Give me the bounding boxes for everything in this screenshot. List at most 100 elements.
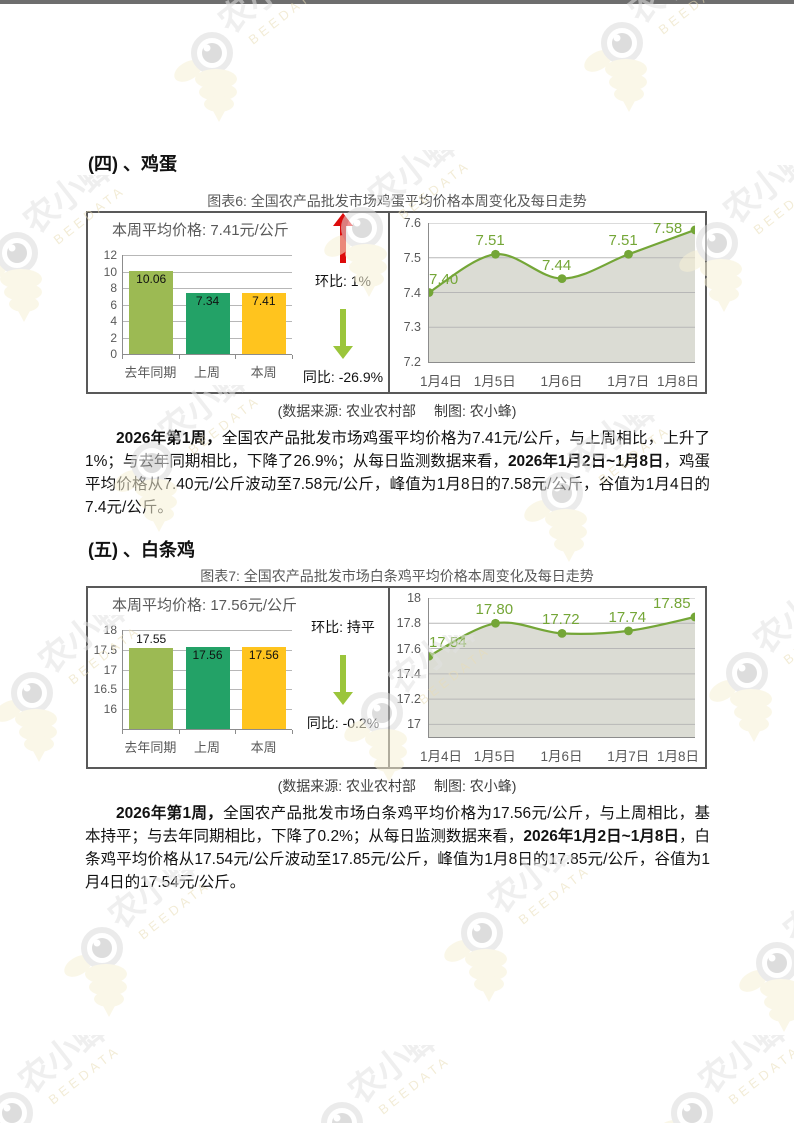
y-tick-label: 18 bbox=[103, 623, 117, 637]
bar: 7.41 bbox=[241, 292, 286, 354]
axis-tick bbox=[178, 355, 180, 359]
bar-plot-area: 10.06 7.34 7.41 bbox=[122, 255, 292, 355]
bar-chart-title: 本周平均价格: 7.41元/公斤 bbox=[112, 222, 289, 239]
bar: 10.06 bbox=[129, 271, 174, 354]
axis-tick bbox=[292, 355, 293, 359]
line-plot-wrap: 18 17.8 17.6 17.4 17.2 17 17.54 17.80 17.72 17.7… bbox=[394, 591, 695, 738]
bar-plot-wrap: 12 10 8 6 4 2 0 10.06 7.34 7.41 bbox=[96, 248, 300, 361]
bar-value-label: 17.56 bbox=[248, 648, 279, 663]
y-tick-label: 16 bbox=[103, 702, 117, 717]
gridline bbox=[123, 255, 292, 256]
chicken-line-chart: 18 17.8 17.6 17.4 17.2 17 17.54 17.80 17.72 17.7… bbox=[390, 588, 705, 767]
bar-x-axis: 去年同期 上周 本周 bbox=[122, 355, 293, 380]
bold-text-segment: 2026年1月2日~1月8日 bbox=[523, 828, 679, 845]
y-tick-label: 17.5 bbox=[93, 642, 117, 657]
bar-plot-area: 17.55 17.56 17.56 bbox=[122, 630, 292, 730]
arrow-head bbox=[332, 212, 353, 226]
line-plot-area: 7.40 7.51 7.44 7.51 7.58 bbox=[428, 220, 695, 363]
category-label: 本周 bbox=[250, 365, 277, 380]
y-tick-label: 18 bbox=[407, 591, 421, 605]
bar-value-label: 10.06 bbox=[136, 272, 167, 287]
indicator: 环比: 持平 bbox=[311, 617, 375, 637]
point-value-label: 7.51 bbox=[608, 232, 638, 250]
axis-tick bbox=[178, 730, 180, 734]
point-value-label: 17.85 bbox=[653, 595, 691, 612]
axis-tick bbox=[292, 730, 293, 734]
bold-text-segment: 2026年第1周， bbox=[116, 805, 224, 822]
y-tick-label: 0 bbox=[110, 347, 117, 361]
egg-analysis-paragraph: 2026年第1周，全国农产品批发市场鸡蛋平均价格为7.41元/公斤，与上周相比，… bbox=[85, 427, 710, 519]
indicator-text: 环比: 持平 bbox=[311, 618, 375, 635]
bar-x-axis: 去年同期 上周 本周 bbox=[122, 730, 293, 755]
point-value-label: 7.58 bbox=[653, 220, 683, 237]
y-tick-label: 17.8 bbox=[396, 616, 421, 631]
x-tick-label: 1月8日 bbox=[656, 749, 699, 764]
x-tick-label: 1月6日 bbox=[540, 749, 583, 764]
watermark-bee-logo bbox=[560, 0, 770, 135]
y-tick-label: 7.5 bbox=[403, 250, 421, 265]
bar-value-label: 7.41 bbox=[252, 293, 276, 308]
y-tick-label: 16.5 bbox=[93, 682, 117, 697]
y-tick-label: 17.2 bbox=[396, 692, 421, 707]
indicator: 环比: 1% bbox=[314, 212, 371, 291]
axis-tick bbox=[235, 730, 237, 734]
y-tick-label: 17 bbox=[407, 717, 421, 732]
down-arrow-icon bbox=[307, 654, 379, 705]
watermark-bee-logo bbox=[630, 1035, 794, 1123]
x-tick-label: 1月4日 bbox=[420, 749, 463, 764]
y-tick-label: 4 bbox=[110, 314, 117, 328]
bar-chart-title: 本周平均价格: 17.56元/公斤 bbox=[112, 597, 298, 614]
section-heading-eggs: (四) 、鸡蛋 bbox=[88, 154, 177, 174]
line-x-axis: 1月4日 1月5日 1月6日 1月7日 1月8日 bbox=[420, 363, 699, 389]
watermark-bee-logo bbox=[150, 0, 360, 145]
y-tick-label: 8 bbox=[110, 281, 117, 295]
section-heading-chicken: (五) 、白条鸡 bbox=[88, 540, 195, 560]
bar: 17.56 bbox=[185, 647, 230, 729]
watermark-bee-logo bbox=[280, 1045, 490, 1123]
figure-7-caption: (数据来源: 农业农村部 制图: 农小蜂) bbox=[277, 778, 517, 794]
x-tick-label: 1月5日 bbox=[473, 374, 516, 389]
bar-value-label: 17.56 bbox=[192, 648, 223, 663]
arrow-stem bbox=[339, 308, 346, 346]
up-arrow-icon bbox=[315, 212, 371, 263]
chicken-bar-chart: 本周平均价格: 17.56元/公斤 18 17.5 17 16.5 16 17.55 17… bbox=[88, 588, 300, 767]
point-value-label: 17.54 bbox=[429, 634, 467, 652]
figure-7-title: 图表7: 全国农产品批发市场白条鸡平均价格本周变化及每日走势 bbox=[200, 568, 594, 584]
line-plot-area: 17.54 17.80 17.72 17.74 17.85 bbox=[428, 595, 695, 738]
line-x-axis: 1月4日 1月5日 1月6日 1月7日 1月8日 bbox=[420, 738, 699, 764]
y-tick-label: 6 bbox=[110, 297, 117, 312]
watermark-bee-logo bbox=[40, 870, 250, 1040]
category-label: 本周 bbox=[250, 740, 277, 755]
axis-tick bbox=[122, 730, 123, 734]
figure-6-caption: (数据来源: 农业农村部 制图: 农小蜂) bbox=[277, 403, 517, 419]
egg-weekly-cell: 本周平均价格: 7.41元/公斤 12 10 8 6 4 2 0 10.06 7.34 7.41… bbox=[88, 212, 390, 392]
bold-text-segment: 2026年第1周， bbox=[116, 430, 222, 447]
bar-value-label: 17.55 bbox=[136, 631, 167, 646]
axis-tick bbox=[122, 355, 123, 359]
line-y-axis: 7.6 7.5 7.4 7.3 7.2 bbox=[394, 216, 428, 369]
indicator-text: 环比: 1% bbox=[314, 272, 371, 289]
point-value-label: 7.51 bbox=[475, 232, 505, 250]
category-label: 去年同期 bbox=[124, 365, 177, 380]
x-tick-label: 1月8日 bbox=[656, 374, 699, 389]
arrow-stem bbox=[339, 654, 346, 692]
indicator-text: 同比: -0.2% bbox=[306, 714, 380, 731]
axis-tick bbox=[235, 355, 237, 359]
point-value-label: 17.80 bbox=[475, 601, 514, 619]
y-tick-label: 7.3 bbox=[403, 320, 421, 335]
bar-y-axis: 12 10 8 6 4 2 0 bbox=[96, 248, 122, 361]
category-label: 上周 bbox=[193, 740, 221, 755]
x-tick-label: 1月4日 bbox=[420, 374, 463, 389]
category-label: 去年同期 bbox=[124, 740, 177, 755]
indicator: 同比: -0.2% bbox=[306, 654, 380, 733]
egg-bar-chart: 本周平均价格: 7.41元/公斤 12 10 8 6 4 2 0 10.06 7.34 7.41… bbox=[88, 213, 300, 392]
page-top-divider bbox=[0, 0, 794, 4]
bar: 7.34 bbox=[185, 293, 230, 354]
point-value-label: 17.72 bbox=[542, 611, 580, 629]
category-label: 上周 bbox=[193, 365, 221, 380]
point-value-label: 7.44 bbox=[542, 256, 572, 274]
x-tick-label: 1月5日 bbox=[473, 749, 516, 764]
watermark-bee-logo bbox=[0, 1035, 160, 1123]
figure-6-chart-box: 本周平均价格: 7.41元/公斤 12 10 8 6 4 2 0 10.06 7.34 7.41… bbox=[86, 211, 707, 394]
watermark-bee-logo bbox=[715, 885, 794, 1055]
